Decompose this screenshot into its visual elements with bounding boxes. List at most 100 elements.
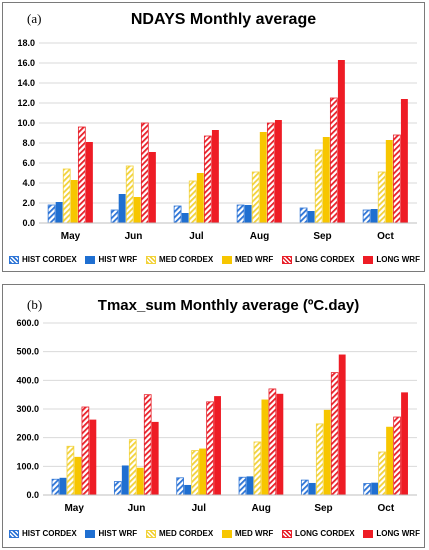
bar-jun-hist-wrf <box>121 465 129 495</box>
ndays-chart-plot: 0.0 2.0 4.0 6.0 8.0 10.0 12.0 14.0 16.0 18.0 May Ju… <box>17 38 417 242</box>
y-tick-label: 200.0 <box>16 433 39 443</box>
bar-jul-long-cordex <box>206 401 214 496</box>
bar-oct-hist-cordex <box>363 483 371 496</box>
panel-label: (a) <box>27 11 42 26</box>
legend-item-med-cordex: MED CORDEX <box>145 529 214 538</box>
bar-jul-long-cordex <box>203 135 212 224</box>
bar-sep-long-wrf <box>337 60 345 223</box>
bar-jun-hist-wrf <box>118 194 126 223</box>
bar-jun-hist-cordex <box>110 209 119 224</box>
y-tick-label: 400.0 <box>16 375 39 385</box>
bar-oct-long-cordex <box>392 134 401 224</box>
y-tick-label: 0.0 <box>22 218 35 228</box>
legend-item-long-wrf: LONG WRF <box>363 529 420 538</box>
bar-jun-med-cordex <box>125 165 134 224</box>
bar-oct-hist-cordex <box>362 209 371 224</box>
bar-jun-long-cordex <box>143 394 152 496</box>
bar-may-long-cordex <box>77 126 86 224</box>
bar-jul-med-wrf <box>196 173 204 223</box>
bar-sep-long-cordex <box>330 372 339 496</box>
x-category-label: Jun <box>128 503 146 514</box>
y-tick-label: 600.0 <box>16 318 39 328</box>
legend-item-med-wrf: MED WRF <box>222 255 273 264</box>
bar-jun-hist-cordex <box>113 481 122 496</box>
legend-item-hist-wrf: HIST WRF <box>85 529 137 538</box>
bar-aug-long-wrf <box>276 393 284 495</box>
bar-oct-long-wrf <box>400 99 408 223</box>
bar-may-med-wrf <box>70 180 78 223</box>
bar-jun-long-cordex <box>140 122 149 224</box>
legend-item-hist-cordex: HIST CORDEX <box>9 529 77 538</box>
chart-title: Tmax_sum Monthly average (ºC.day) <box>97 297 360 314</box>
y-tick-label: 100.0 <box>16 461 39 471</box>
bar-sep-long-cordex <box>329 97 338 224</box>
legend-swatch <box>282 255 293 264</box>
legend-item-long-wrf: LONG WRF <box>363 255 420 264</box>
bar-aug-long-cordex <box>268 388 277 496</box>
bar-jul-hist-wrf <box>184 484 192 495</box>
bar-may-med-cordex <box>62 168 71 224</box>
bar-sep-med-wrf <box>322 137 330 223</box>
legend-label: MED WRF <box>235 529 274 538</box>
bar-may-long-wrf <box>85 142 93 223</box>
bar-oct-hist-wrf <box>370 209 378 223</box>
legend-label: LONG WRF <box>376 529 420 538</box>
bar-may-hist-wrf <box>55 202 63 223</box>
y-tick-label: 6.0 <box>22 158 35 168</box>
bar-jul-med-cordex <box>188 180 197 224</box>
bar-aug-med-wrf <box>259 132 267 223</box>
ndays-chart-panel: 0.0 2.0 4.0 6.0 8.0 10.0 12.0 14.0 16.0 18.0 May Ju… <box>2 2 425 272</box>
x-category-label: Aug <box>250 231 269 242</box>
legend-item-long-cordex: LONG CORDEX <box>282 255 355 264</box>
bar-jul-long-wrf <box>211 130 219 223</box>
bar-sep-med-cordex <box>315 423 324 496</box>
bar-jul-hist-cordex <box>176 477 184 496</box>
bar-aug-med-cordex <box>253 441 262 496</box>
legend-item-med-cordex: MED CORDEX <box>145 255 213 264</box>
bar-aug-long-wrf <box>274 120 282 223</box>
legend-item-hist-wrf: HIST WRF <box>85 255 137 264</box>
bar-jul-hist-wrf <box>181 213 189 223</box>
legend-swatch <box>222 255 233 264</box>
legend-label: HIST WRF <box>98 255 138 264</box>
bar-aug-hist-wrf <box>244 205 252 223</box>
legend-swatch <box>222 529 233 538</box>
bar-sep-hist-wrf <box>307 211 315 223</box>
legend-item-hist-cordex: HIST CORDEX <box>9 255 77 264</box>
chart-legend: HIST CORDEX HIST WRF MED CORDEX MED WRF … <box>9 255 420 264</box>
x-category-label: Oct <box>377 503 394 514</box>
legend-label: LONG CORDEX <box>295 529 355 538</box>
bar-sep-hist-cordex <box>299 207 308 224</box>
legend-label: MED CORDEX <box>158 529 214 538</box>
x-category-label: Sep <box>313 231 331 242</box>
x-category-label: Jul <box>192 503 207 514</box>
bar-oct-med-wrf <box>386 426 394 495</box>
bar-aug-hist-cordex <box>236 204 245 224</box>
y-tick-label: 14.0 <box>17 78 35 88</box>
bar-aug-med-wrf <box>261 399 269 495</box>
x-category-label: May <box>64 503 84 514</box>
legend-label: LONG WRF <box>376 255 420 264</box>
bar-oct-med-cordex <box>377 171 386 224</box>
bar-jun-long-wrf <box>148 152 156 223</box>
bar-aug-long-cordex <box>266 122 275 224</box>
bar-jun-med-wrf <box>136 467 144 495</box>
bar-oct-med-wrf <box>385 140 393 223</box>
bar-jun-med-wrf <box>133 197 141 223</box>
legend-swatch <box>363 529 374 538</box>
y-tick-label: 8.0 <box>22 138 35 148</box>
legend-swatch <box>282 529 293 538</box>
bar-may-hist-cordex <box>47 204 56 224</box>
x-category-label: Jun <box>125 231 143 242</box>
bar-oct-long-wrf <box>401 392 408 495</box>
legend-label: MED WRF <box>235 255 274 264</box>
y-tick-label: 300.0 <box>16 404 39 414</box>
x-category-label: Oct <box>377 231 394 242</box>
legend-swatch <box>363 255 374 264</box>
tmax-sum-chart-panel: 0.0 100.0 200.0 300.0 400.0 500.0 600.0 May Jun J… <box>2 284 425 548</box>
legend-label: LONG CORDEX <box>295 255 355 264</box>
y-tick-label: 2.0 <box>22 198 35 208</box>
chart-title: NDAYS Monthly average <box>130 11 317 28</box>
y-tick-label: 500.0 <box>16 347 39 357</box>
bar-aug-hist-wrf <box>246 476 254 495</box>
